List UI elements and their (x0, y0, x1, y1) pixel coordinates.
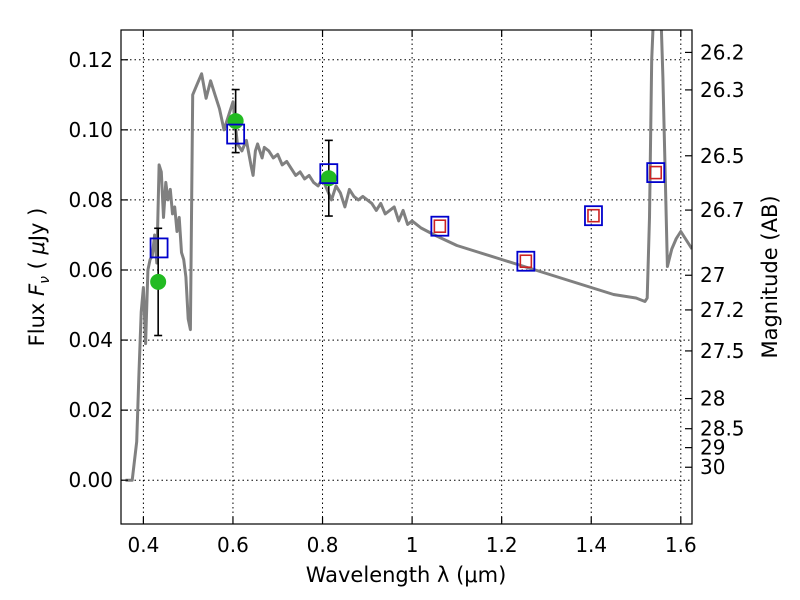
y2-tick-label: 28 (700, 387, 725, 411)
limit-point (434, 220, 445, 232)
y2-tick-label: 27 (700, 263, 725, 287)
y2-tick-label: 26.2 (700, 40, 745, 64)
y2-tick-label: 30 (700, 455, 725, 479)
grid (121, 30, 692, 524)
y2-tick-label: 27.5 (700, 339, 745, 363)
y-tick-label: 0.08 (68, 188, 113, 212)
plot-frame (121, 30, 692, 524)
y-tick-label: 0.10 (68, 118, 113, 142)
limit-point (650, 167, 661, 179)
y2-tick-label: 26.3 (700, 78, 745, 102)
y-axis: 0.00 0.02 0.04 0.06 0.08 0.10 0.12 (68, 48, 128, 492)
x-tick-label: 1.4 (575, 533, 607, 557)
y-tick-label: 0.00 (68, 468, 113, 492)
y-tick-label: 0.02 (68, 398, 113, 422)
x-tick-label: 0.8 (307, 533, 339, 557)
observed-point (228, 113, 244, 129)
y2-tick-label: 27.2 (700, 298, 745, 322)
y2-tick-label: 26.5 (700, 144, 745, 168)
x-tick-label: 1 (406, 533, 419, 557)
y2-tick-label: 26.7 (700, 198, 745, 222)
observed-point (150, 274, 166, 290)
y-tick-label: 0.04 (68, 328, 113, 352)
series-layer (126, 0, 693, 480)
limit-point (588, 210, 599, 222)
x-tick-label: 0.6 (217, 533, 249, 557)
y-axis-label: Flux Fν ( μJy ) (25, 208, 53, 347)
y-tick-label: 0.06 (68, 258, 113, 282)
x-tick-label: 1.2 (486, 533, 518, 557)
x-axis-label: Wavelength λ (μm) (306, 563, 507, 587)
y-tick-label: 0.12 (68, 48, 113, 72)
x-tick-label: 1.6 (665, 533, 697, 557)
x-tick-label: 0.4 (127, 533, 159, 557)
chart: 0.4 0.6 0.8 1 1.2 1.4 1.6 0.00 0.02 0.04 0.06 0.08… (0, 0, 800, 600)
sed-model-line (126, 0, 693, 480)
y2-axis-label: Magnitude (AB) (758, 195, 782, 358)
